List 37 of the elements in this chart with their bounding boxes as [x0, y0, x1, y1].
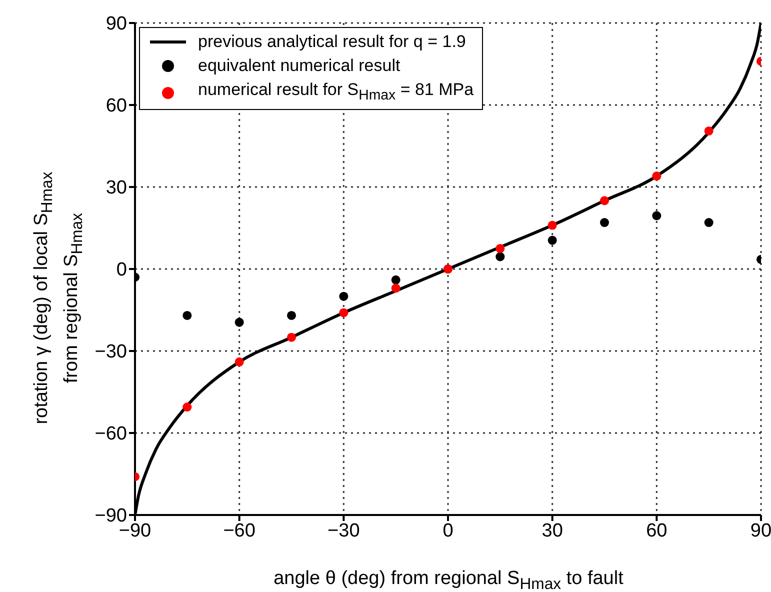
point [496, 252, 505, 262]
point [339, 308, 348, 318]
point [391, 284, 400, 293]
x-tick-label: 30 [542, 520, 563, 542]
point [548, 236, 557, 245]
legend-label: numerical result for S$_{Hmax}$ = 81 MPa [198, 79, 474, 106]
y-tick-label: 90 [106, 14, 127, 35]
point [704, 218, 714, 228]
point [652, 211, 662, 220]
x-tick-label: 60 [646, 520, 668, 542]
point [548, 220, 557, 230]
point [652, 172, 662, 181]
point [182, 402, 192, 412]
y-tick-label: 30 [106, 178, 127, 199]
y-tick-label: 0 [116, 260, 127, 281]
legend-label: equivalent numerical result [198, 55, 400, 77]
x-axis-title: angle θ (deg) from regional S$_{Hmax}$ to fault [272, 568, 624, 592]
point [600, 196, 610, 206]
x-tick-label: −30 [328, 520, 360, 542]
y-tick-label: 60 [106, 96, 127, 117]
y-tick-label: −30 [94, 342, 127, 363]
point [496, 244, 505, 254]
point [234, 318, 244, 327]
point [600, 218, 610, 228]
x-tick-label: 90 [750, 520, 771, 542]
point [704, 126, 714, 136]
x-tick-label: −60 [223, 520, 256, 542]
y-tick-label: −90 [94, 506, 127, 527]
y-tick-label: −60 [94, 424, 127, 445]
point [391, 275, 400, 284]
point [286, 310, 296, 320]
point [339, 292, 348, 301]
point [286, 332, 296, 342]
x-tick-label: 0 [442, 520, 454, 542]
point [182, 310, 192, 320]
point [234, 357, 244, 366]
legend-label: previous analytical result for q = 1.9 [198, 31, 466, 53]
